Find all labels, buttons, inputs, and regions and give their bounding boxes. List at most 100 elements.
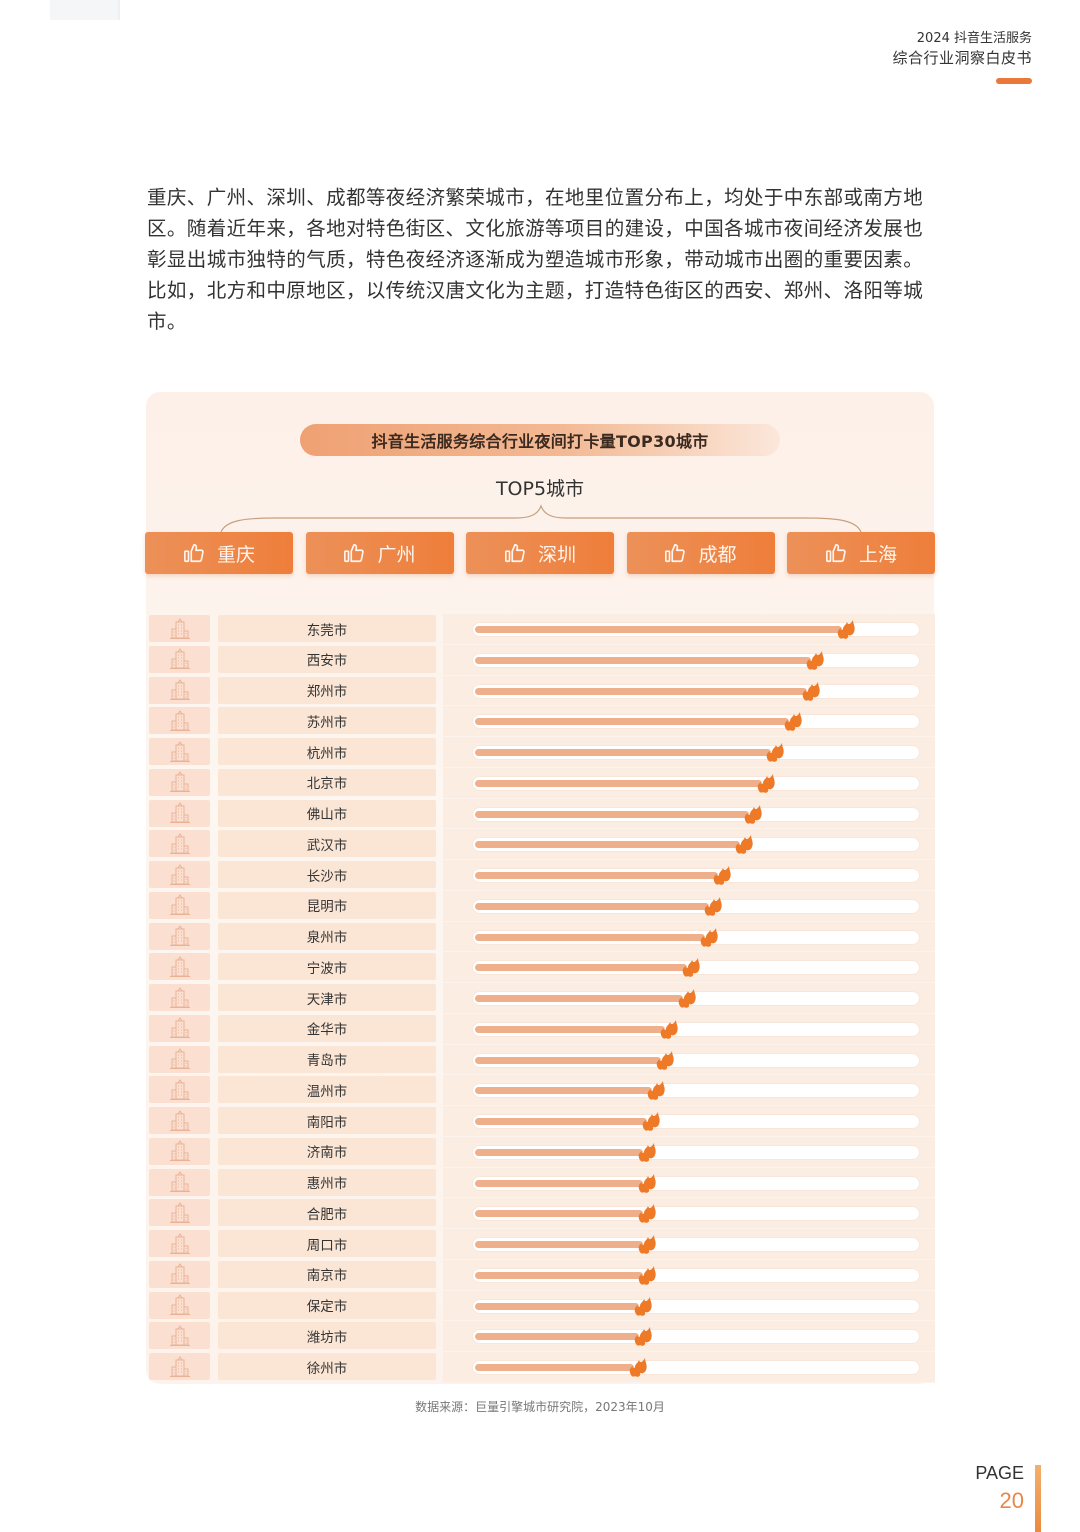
city-name: 郑州市	[218, 676, 436, 704]
bar-track	[473, 1142, 919, 1162]
bar-cell	[443, 983, 935, 1014]
bar-fill	[475, 1302, 639, 1310]
city-name: 泉州市	[218, 922, 436, 950]
flame-icon	[697, 925, 721, 949]
flame-icon	[701, 894, 725, 918]
bar-cell	[443, 798, 935, 830]
bar-fill	[475, 626, 842, 633]
table-row: 长沙市	[148, 860, 935, 891]
data-source: 数据来源：巨量引擎城市研究院，2023年10月	[415, 1400, 665, 1414]
city-name: 温州市	[218, 1076, 436, 1104]
header-line-1: 2024 抖音生活服务	[916, 31, 1032, 46]
chart-title: 抖音生活服务综合行业夜间打卡量TOP30城市	[300, 424, 780, 456]
bar-cell	[443, 675, 935, 707]
bar-cell	[443, 1106, 935, 1137]
bar-track	[473, 1235, 919, 1254]
bar-fill	[475, 1025, 666, 1033]
ranking-table: 东莞市 西安市 郑州市 苏州市 杭州市 北京市 佛山市 武汉市 长沙市 昆明市 泉州市 宁波市 天津市金…	[148, 614, 935, 1383]
building-icon	[169, 1109, 191, 1132]
flame-icon	[834, 617, 858, 641]
table-row: 合肥市	[148, 1198, 935, 1229]
building-icon	[169, 1048, 191, 1070]
bar-track	[473, 681, 919, 701]
thumbs-up-icon	[664, 542, 686, 564]
bar-fill	[475, 749, 772, 756]
table-row: 徐州市	[148, 1352, 935, 1383]
flame-icon	[732, 832, 756, 856]
icon-cell	[149, 615, 210, 642]
building-icon	[169, 863, 191, 886]
city-name: 北京市	[218, 768, 436, 796]
flame-icon	[644, 1078, 668, 1102]
table-row: 杭州市	[148, 737, 935, 768]
building-icon	[169, 1078, 191, 1101]
icon-cell	[149, 1322, 210, 1350]
table-row: 宁波市	[148, 952, 935, 983]
bar-track	[473, 1081, 919, 1101]
building-icon	[169, 1140, 191, 1162]
city-name: 合肥市	[218, 1199, 436, 1227]
table-row: 天津市	[148, 983, 935, 1014]
bar-track	[473, 712, 919, 732]
bar-track	[473, 1296, 919, 1316]
flame-icon	[631, 1294, 655, 1318]
bar-cell	[443, 1013, 935, 1045]
bar-track	[473, 650, 919, 670]
flame-icon	[631, 1324, 655, 1348]
bar-cell	[443, 921, 935, 953]
bar-fill	[475, 1056, 661, 1064]
table-row: 惠州市	[148, 1167, 935, 1199]
header-line-2: 综合行业洞察白皮书	[892, 49, 1032, 67]
building-icon	[169, 709, 191, 732]
bar-cell	[443, 1259, 935, 1291]
bar-track	[473, 1019, 919, 1039]
city-name: 长沙市	[218, 861, 436, 888]
bar-cell	[443, 1198, 935, 1229]
flame-icon	[741, 802, 765, 826]
bar-fill	[475, 872, 719, 879]
table-row: 保定市	[148, 1290, 935, 1322]
icon-cell	[149, 1353, 210, 1380]
table-row: 北京市	[148, 767, 935, 799]
bar-track	[473, 743, 919, 762]
bar-cell	[443, 1075, 935, 1106]
table-row: 南京市	[148, 1259, 935, 1291]
bar-fill	[475, 1087, 652, 1095]
table-row: 佛山市	[148, 798, 935, 830]
bar-cell	[443, 890, 935, 922]
document-header: 2024 抖音生活服务 综合行业洞察白皮书	[892, 30, 1032, 84]
icon-cell	[149, 738, 210, 765]
flame-icon	[639, 1109, 663, 1133]
city-name: 昆明市	[218, 891, 436, 919]
city-name: 保定市	[218, 1291, 436, 1319]
thumbs-up-icon	[343, 542, 365, 564]
top5-card: 广州	[305, 532, 454, 574]
top5-card: 深圳	[466, 532, 614, 574]
city-name: 佛山市	[218, 799, 436, 827]
building-icon	[169, 771, 191, 793]
page-number: 20	[999, 1488, 1024, 1513]
bar-fill	[475, 1179, 643, 1187]
city-name: 西安市	[218, 645, 436, 673]
icon-cell	[149, 1291, 210, 1319]
bar-fill	[475, 1364, 635, 1371]
icon-cell	[149, 1199, 210, 1227]
city-name: 周口市	[218, 1230, 436, 1257]
bar-cell	[443, 1044, 935, 1076]
building-icon	[169, 1201, 191, 1224]
flame-icon	[635, 1140, 659, 1164]
page-label: PAGE	[975, 1463, 1024, 1483]
top5-card: 重庆	[145, 532, 293, 574]
flame-icon	[626, 1355, 650, 1379]
corner-mark	[50, 0, 120, 20]
table-row: 南阳市	[148, 1106, 935, 1137]
table-row: 西安市	[148, 644, 935, 676]
table-row: 泉州市	[148, 921, 935, 953]
bar-fill	[475, 656, 811, 664]
flame-icon	[803, 648, 827, 672]
building-icon	[169, 1171, 191, 1193]
top5-city-name: 重庆	[216, 543, 255, 566]
city-name: 南京市	[218, 1260, 436, 1288]
bar-fill	[475, 810, 750, 818]
thumbs-up-icon	[825, 542, 847, 564]
